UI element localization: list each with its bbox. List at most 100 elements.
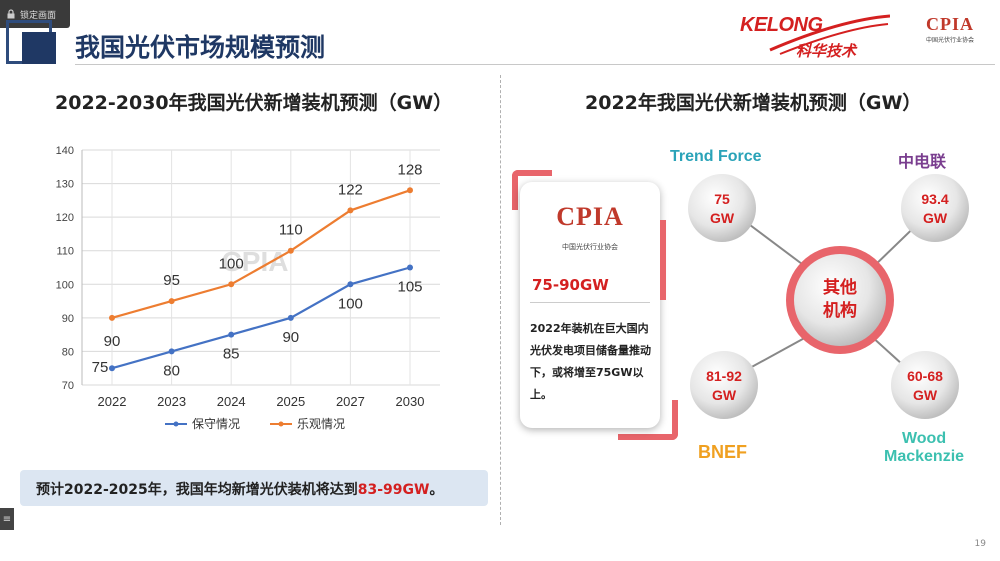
center-node	[794, 254, 886, 346]
lock-icon	[7, 9, 15, 19]
agency-forecast-diagram: 其他 机构 75 GW 93.4 GW 81-92 GW 60-68 GW	[670, 140, 1000, 480]
bnef-label: BNEF	[698, 442, 747, 462]
series-line	[111, 189, 411, 319]
zdl-label: 中电联	[898, 154, 947, 171]
center-label-1: 其他	[823, 277, 857, 297]
x-tick-label: 2022	[98, 394, 127, 409]
data-point	[109, 314, 115, 321]
bnef-unit: GW	[712, 387, 737, 403]
wood-mackenzie-label: Wood Mackenzie	[884, 430, 964, 466]
kelong-swoosh-icon	[769, 14, 890, 55]
card-cpia-sub: 中国光伏行业协会	[562, 243, 618, 251]
card-accent	[660, 220, 666, 300]
legend-marker	[173, 421, 179, 427]
data-label: 128	[397, 161, 422, 178]
card-corner-decoration	[512, 170, 552, 210]
wood-unit: GW	[913, 387, 938, 403]
data-point	[287, 314, 294, 321]
data-point	[287, 247, 294, 254]
x-tick-label: 2023	[157, 394, 186, 409]
y-tick-label: 80	[62, 346, 74, 358]
legend-label: 乐观情况	[297, 417, 345, 431]
data-point	[109, 365, 115, 372]
callout-highlight: 83-99GW	[357, 482, 430, 498]
data-point	[228, 331, 235, 338]
card-divider	[530, 302, 650, 303]
data-point	[407, 187, 413, 194]
title-divider	[75, 64, 995, 65]
y-tick-label: 90	[62, 313, 74, 325]
kelong-logo-cn: 科华技术	[796, 42, 857, 60]
y-tick-label: 100	[56, 279, 74, 291]
right-panel-title: 2022年我国光伏新增装机预测（GW）	[585, 92, 922, 114]
data-label: 80	[163, 362, 180, 379]
zdl-node	[901, 174, 969, 242]
side-menu-icon[interactable]: ≡	[0, 508, 14, 530]
panel-divider	[500, 75, 501, 525]
cpia-logo-text: CPIA	[926, 14, 974, 34]
y-tick-label: 110	[56, 246, 74, 258]
data-label: 100	[338, 295, 363, 312]
card-corner-decoration	[618, 400, 678, 440]
trendforce-node	[688, 174, 756, 242]
callout-text: 预计2022-2025年，我国年均新增光伏装机将达到	[36, 482, 358, 498]
forecast-callout: 预计2022-2025年，我国年均新增光伏装机将达到83-99GW。	[20, 470, 488, 506]
wood-value: 60-68	[907, 368, 943, 384]
callout-suffix: 。	[429, 482, 444, 498]
y-tick-label: 140	[56, 145, 74, 157]
data-point	[228, 281, 235, 288]
forecast-line-chart: 70 80 90 100 110 120 130 140 2022 2023 2024 2025 202…	[30, 140, 470, 440]
data-point	[407, 264, 413, 271]
kelong-logo-text: KELONG	[740, 14, 823, 36]
data-label: 95	[163, 272, 180, 289]
zdl-unit: GW	[923, 210, 948, 226]
cpia-logo-sub: 中国光伏行业协会	[925, 37, 974, 44]
page-number: 19	[974, 539, 986, 549]
bnef-node	[690, 351, 758, 419]
series-line	[111, 266, 411, 370]
diagram-canvas: 其他 机构 75 GW 93.4 GW 81-92 GW 60-68 GW	[688, 174, 969, 419]
data-label: 75	[92, 359, 109, 376]
kelong-logo: KELONG 科华技术	[730, 10, 890, 60]
y-tick-label: 70	[62, 380, 74, 392]
cpia-forecast-range: 75-90GW	[532, 276, 609, 294]
chart-canvas: 70 80 90 100 110 120 130 140 2022 2023 2024 2025 202…	[56, 145, 440, 431]
y-tick-label: 120	[56, 212, 74, 224]
lock-screen-button[interactable]: 锁定画面	[0, 0, 70, 28]
data-label: 90	[104, 333, 121, 350]
zdl-value: 93.4	[921, 191, 948, 207]
wood-label-line2: Mackenzie	[884, 448, 965, 465]
bnef-value: 81-92	[706, 368, 742, 384]
card-cpia-logo: CPIA	[556, 202, 624, 231]
data-label: 90	[282, 329, 299, 346]
data-point	[168, 348, 175, 355]
x-tick-label: 2024	[217, 394, 246, 409]
left-panel-title: 2022-2030年我国光伏新增装机预测（GW）	[55, 92, 453, 114]
data-label: 122	[338, 181, 363, 198]
wood-node	[891, 351, 959, 419]
data-label: 110	[279, 222, 303, 239]
x-tick-label: 2030	[396, 394, 425, 409]
data-point	[347, 207, 354, 214]
slide-title: 我国光伏市场规模预测	[75, 33, 326, 62]
y-tick-label: 130	[56, 179, 74, 191]
trendforce-unit: GW	[710, 210, 735, 226]
wood-label-line1: Wood	[901, 430, 947, 447]
x-tick-label: 2025	[276, 394, 305, 409]
data-label: 105	[397, 279, 422, 296]
legend-marker	[278, 421, 284, 427]
cpia-logo: CPIA 中国光伏行业协会	[905, 6, 995, 56]
title-decoration-fill	[22, 32, 56, 64]
cpia-forecast-text: 2022年装机在巨大国内光伏发电项目储备量推动下，或将增至75GW以上。	[530, 322, 651, 401]
lock-screen-label: 锁定画面	[20, 10, 57, 21]
legend-label: 保守情况	[192, 417, 240, 431]
trendforce-value: 75	[714, 191, 730, 207]
data-label: 100	[219, 255, 244, 272]
data-point	[168, 298, 175, 305]
data-point	[347, 281, 354, 288]
data-label: 85	[223, 346, 240, 363]
center-label-2: 机构	[823, 300, 857, 320]
x-tick-label: 2027	[336, 394, 365, 409]
cpia-forecast-card: CPIA 中国光伏行业协会 75-90GW 2022年装机在巨大国内光伏发电项目…	[520, 182, 660, 428]
trendforce-label: Trend Force	[670, 148, 762, 165]
